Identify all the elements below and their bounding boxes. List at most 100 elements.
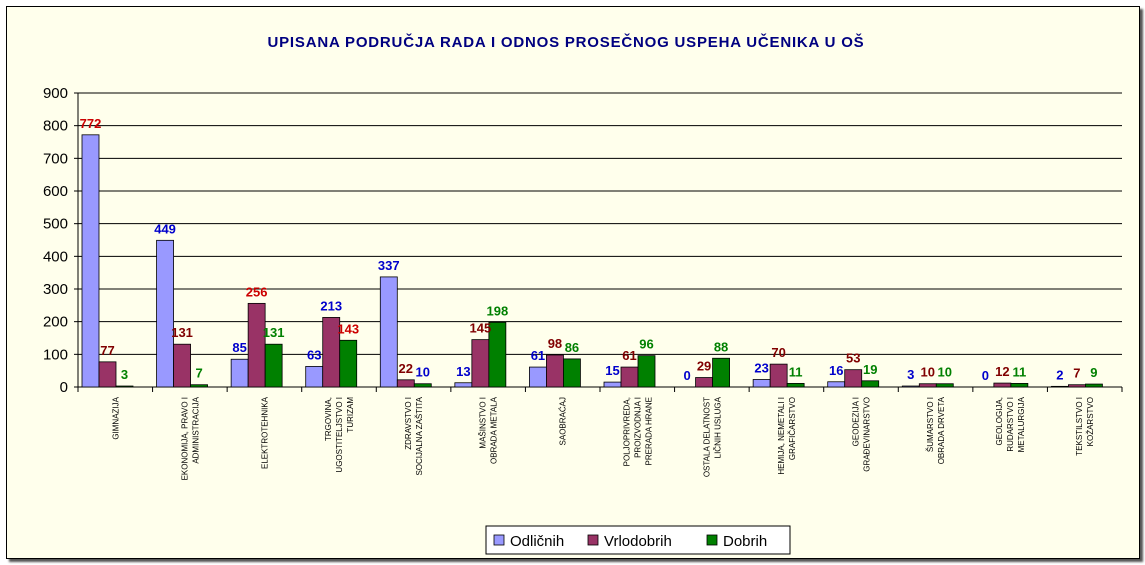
bar-vrlodobrih [620,366,639,388]
category-label: MAŠINSTVO I [479,397,488,449]
bar-odličnih [529,366,547,388]
bar-vrlodobrih [918,383,937,388]
bar-dobrih [190,384,208,388]
y-tick-label: 500 [43,216,68,233]
category-label: GRAFIČARSTVO [788,397,797,460]
data-label: 256 [246,284,268,299]
bar-odličnih [827,381,846,388]
category-label: HEMIJA, NEMETALI I [777,397,786,475]
bar-dobrih [115,385,134,388]
bar-vrlodobrih [1068,384,1086,388]
data-label: 61 [531,348,545,363]
data-label: 337 [378,258,400,273]
category-label: UGOSTITELJSTVO I [335,397,344,473]
data-label: 29 [697,359,711,374]
category-label: GEODEZIJA I [852,397,861,446]
bar-odličnih [230,358,249,388]
category-label: EKONOMIJA, PRAVO I [180,397,189,480]
chart-title: UPISANA PODRUČJA RADA I ODNOS PROSEČNOG … [268,33,865,51]
data-label: 86 [565,340,579,355]
data-label: 131 [263,325,285,340]
data-label: 88 [714,339,728,354]
data-label: 11 [1012,364,1026,379]
data-label: 131 [171,325,193,340]
bar-dobrih [264,343,283,388]
bar-dobrih [786,383,805,388]
data-label: 63 [307,347,321,362]
data-label: 213 [320,298,342,313]
category-label: OSTALA DELATNOST [702,397,711,477]
data-label: 77 [100,343,114,358]
data-label: 10 [416,365,430,380]
bar-odličnih [305,366,324,388]
data-label: 0 [982,368,989,383]
y-tick-label: 800 [43,118,68,135]
data-label: 16 [829,363,843,378]
category-label: SAOBRAĆAJ [559,397,568,445]
data-label: 61 [622,348,636,363]
data-label: 23 [754,360,768,375]
y-tick-label: 0 [60,379,68,396]
data-label: 12 [995,364,1009,379]
category-label: ADMINISTRACIJA [191,396,200,463]
y-tick-label: 300 [43,281,68,298]
bar-odličnih [156,239,174,388]
data-label: 19 [863,362,877,377]
category-label: OBRADA METALA [490,396,499,464]
legend-swatch-dobrih [706,534,718,546]
category-label: KOŽARSTVO [1086,397,1095,446]
bar-dobrih [935,383,954,388]
bar-dobrih [413,383,432,388]
bar-vrlodobrih [471,339,490,388]
category-label: TEKSTILSTVO I [1075,397,1084,456]
data-label: 98 [548,336,562,351]
data-label: 11 [789,364,803,379]
data-label: 7 [1073,366,1080,381]
data-label: 9 [1090,365,1097,380]
bar-odličnih [603,381,622,388]
data-label: 53 [846,351,860,366]
category-label: LIČNIH USLUGA [713,396,722,458]
data-label: 0 [683,368,690,383]
category-label: ELEKTROTEHNIKA [260,396,269,469]
data-label: 85 [232,340,246,355]
bar-odličnih [81,134,100,388]
bar-vrlodobrih [769,363,788,388]
bar-dobrih [339,339,358,388]
data-label: 70 [771,345,785,360]
bar-vrlodobrih [173,343,191,388]
data-label: 143 [337,321,359,336]
bar-dobrih [861,380,880,388]
data-label: 198 [487,303,509,318]
bar-dobrih [1010,383,1029,388]
legend-box [485,525,791,555]
bar-dobrih [488,321,507,388]
bar-odličnih [454,382,473,388]
data-label: 2 [1056,367,1063,382]
y-tick-label: 200 [43,314,68,331]
bar-dobrih [712,357,730,388]
y-tick-label: 400 [43,248,68,265]
category-label: TRGOVINA, [324,397,333,441]
category-label: POLJOPRIVREDA, [622,397,631,466]
legend-label-dobrih: Dobrih [723,533,767,550]
category-label: PRERADA HRANE [644,397,653,465]
legend-swatch-odličnih [493,534,505,546]
bar-dobrih [1085,383,1103,388]
data-label: 772 [80,116,102,131]
y-tick-label: 900 [43,85,68,102]
bar-vrlodobrih [396,379,415,388]
data-label: 145 [470,321,492,336]
data-label: 449 [154,221,176,236]
bar-dobrih [563,358,581,388]
data-label: 10 [921,365,935,380]
legend: Odličnih Vrlodobrih Dobrih [485,525,791,555]
bar-vrlodobrih [993,382,1012,388]
category-label: RUDARSTVO I [1006,397,1015,452]
bar-vrlodobrih [98,361,117,388]
y-tick-label: 100 [43,346,68,363]
bar-vrlodobrih [695,377,713,388]
category-label: SOCIJALNA ZAŠTITA [415,396,424,475]
data-label: 22 [399,361,413,376]
